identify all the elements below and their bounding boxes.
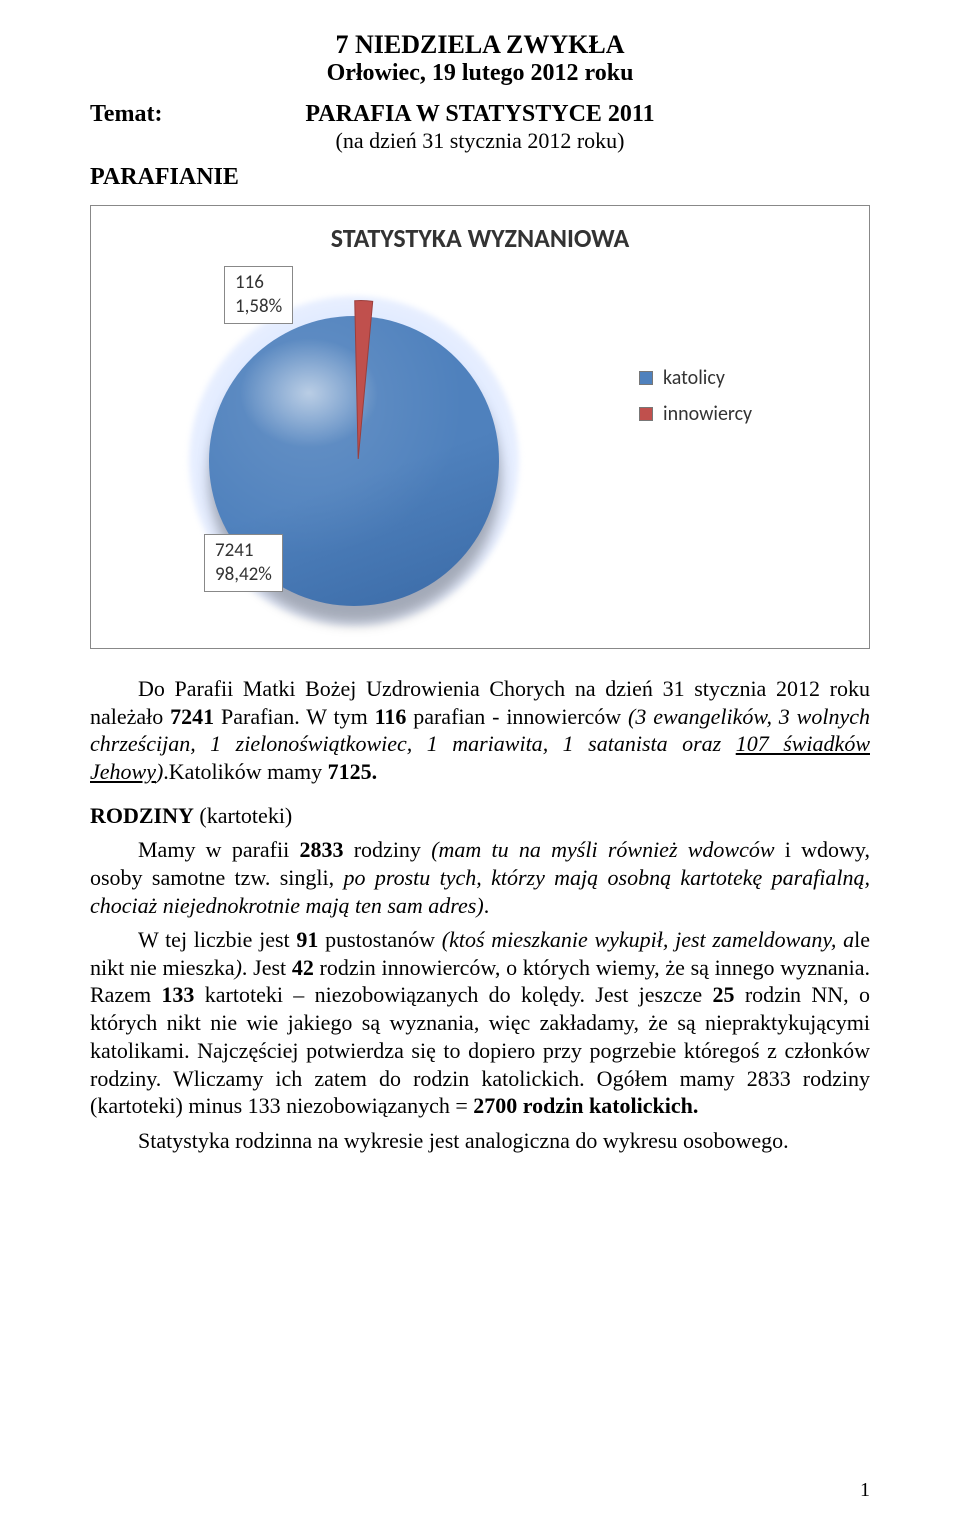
- callout-katolicy-value: 7241: [215, 539, 272, 563]
- topic-row: Temat: PARAFIA W STATYSTYCE 2011: [90, 101, 870, 128]
- p3-d: . Jest: [242, 955, 292, 980]
- body-text: Do Parafii Matki Bożej Uzdrowienia Chory…: [90, 675, 870, 1154]
- legend-label-innowiercy: innowiercy: [663, 402, 752, 426]
- section-parafianie: PARAFIANIE: [90, 164, 870, 191]
- p1-num-innow: 116: [375, 704, 407, 729]
- p3-n2: 42: [292, 955, 314, 980]
- callout-innowiercy: 116 1,58%: [224, 266, 293, 324]
- paragraph-2: Mamy w parafii 2833 rodziny (mam tu na m…: [90, 836, 870, 919]
- p1-txt4b: z: [713, 731, 736, 756]
- legend-item-innowiercy: innowiercy: [639, 402, 752, 426]
- p2-d: singli,: [280, 865, 344, 890]
- p3-n4: 25: [712, 982, 734, 1007]
- doc-subtitle-date: Orłowiec, 19 lutego 2012 roku: [90, 60, 870, 87]
- p3-f: kartoteki – niezobowiązanych do kolędy. …: [194, 982, 712, 1007]
- pie-chart: 116 1,58% 7241 98,42%: [109, 266, 599, 626]
- p1-num-total: 7241: [170, 704, 214, 729]
- legend-label-katolicy: katolicy: [663, 366, 725, 390]
- legend-swatch-katolicy: [639, 371, 653, 385]
- sect-rodziny: RODZINY: [90, 803, 194, 828]
- p3-a: W tej liczbie jest: [138, 927, 296, 952]
- chart-legend: katolicy innowiercy: [639, 366, 752, 438]
- p3-n5: 2700 rodzin katolickich.: [473, 1093, 698, 1118]
- p3-b: pustostanów: [318, 927, 441, 952]
- topic-value: PARAFIA W STATYSTYCE 2011: [90, 101, 870, 128]
- chart-title: STATYSTYKA WYZNANIOWA: [109, 222, 851, 254]
- callout-katolicy-percent: 98,42%: [215, 563, 272, 587]
- pie-exploded-slice: [343, 299, 379, 460]
- p3-i2: ): [235, 955, 242, 980]
- p1-txt3: parafian - innowierców: [406, 704, 628, 729]
- callout-katolicy: 7241 98,42%: [204, 534, 283, 592]
- paragraph-4: Statystyka rodzinna na wykresie jest ana…: [90, 1127, 870, 1155]
- p3-n1: 91: [296, 927, 318, 952]
- chart-body: 116 1,58% 7241 98,42% katolicy innowierc…: [109, 266, 851, 626]
- p2-b: rodziny: [343, 837, 431, 862]
- p3-n3: 133: [161, 982, 194, 1007]
- callout-innowiercy-percent: 1,58%: [235, 295, 282, 319]
- chart-frame: STATYSTYKA WYZNANIOWA 116 1,58%: [90, 205, 870, 649]
- paragraph-1: Do Parafii Matki Bożej Uzdrowienia Chory…: [90, 675, 870, 786]
- doc-title: 7 NIEDZIELA ZWYKŁA: [90, 30, 870, 60]
- page-number: 1: [860, 1479, 870, 1502]
- legend-item-katolicy: katolicy: [639, 366, 752, 390]
- p2-e: .: [484, 893, 490, 918]
- legend-swatch-innowiercy: [639, 407, 653, 421]
- p2-a: Mamy w parafii: [138, 837, 299, 862]
- p1-num-kat: 7125.: [328, 759, 378, 784]
- p2-i1: (mam tu na myśli również wdowców: [431, 837, 774, 862]
- page: 7 NIEDZIELA ZWYKŁA Orłowiec, 19 lutego 2…: [0, 0, 960, 1528]
- p2-n1: 2833: [299, 837, 343, 862]
- p1-txt5: .Katolików mamy: [163, 759, 327, 784]
- p1-txt2: Parafian. W tym: [214, 704, 374, 729]
- p3-i1: (ktoś mieszkanie wykupił, jest zameldowa…: [442, 927, 854, 952]
- topic-subtitle: (na dzień 31 stycznia 2012 roku): [90, 128, 870, 154]
- p1-txt4: , 1 satanista ora: [543, 731, 713, 756]
- sect-rodziny-tail: (kartoteki): [194, 803, 292, 828]
- paragraph-3: W tej liczbie jest 91 pustostanów (ktoś …: [90, 926, 870, 1120]
- section-rodziny: RODZINY (kartoteki): [90, 802, 870, 830]
- callout-innowiercy-value: 116: [235, 271, 282, 295]
